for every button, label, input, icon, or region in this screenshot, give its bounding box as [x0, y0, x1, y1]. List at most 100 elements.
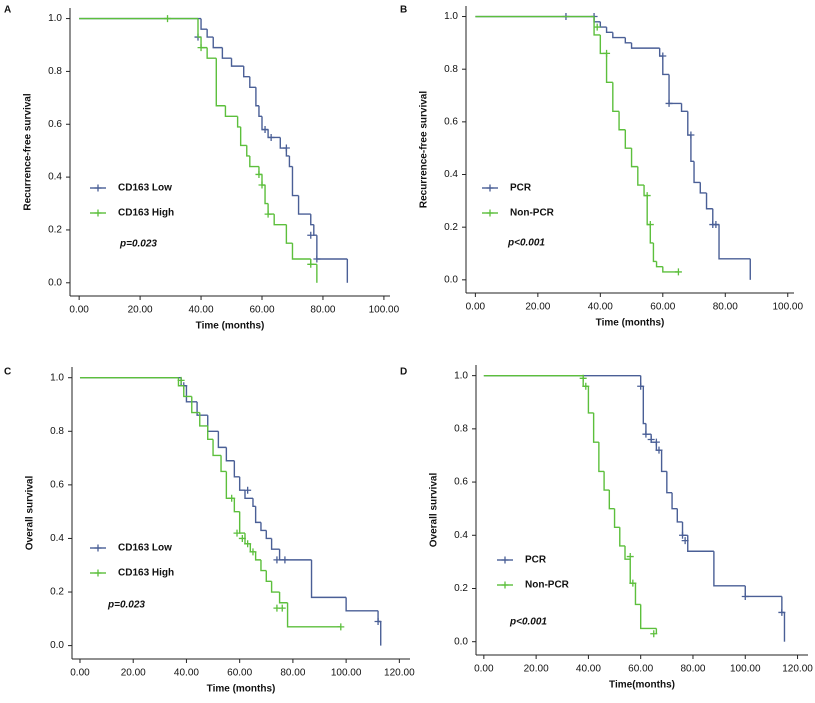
survival-step	[690, 135, 695, 163]
censor-mark	[741, 592, 749, 600]
censor-mark	[307, 231, 315, 239]
censor-mark	[642, 430, 650, 438]
censor-mark	[267, 133, 275, 141]
survival-step	[687, 535, 714, 552]
survival-step	[260, 559, 267, 572]
censor-mark	[244, 486, 252, 494]
legend-marker	[94, 569, 102, 577]
survival-step	[273, 214, 287, 226]
survival-step	[279, 137, 287, 149]
survival-step	[238, 476, 245, 491]
censor-mark	[778, 608, 786, 616]
y-axis-title: Recurrence-free survival	[419, 91, 430, 209]
y-tick-label: 0.6	[454, 477, 468, 488]
survival-step	[265, 570, 272, 583]
censor-mark	[593, 23, 601, 31]
censor-mark	[582, 382, 590, 390]
survival-step	[255, 87, 259, 107]
panel-label: A	[4, 5, 11, 16]
p-value: p=0.023	[119, 239, 157, 250]
panel-label: D	[400, 367, 407, 378]
survival-step	[291, 166, 299, 197]
survival-step	[637, 166, 645, 186]
survival-step	[286, 602, 341, 628]
censor-mark	[665, 99, 673, 107]
survival-step	[699, 182, 707, 194]
censor-mark	[337, 623, 345, 631]
survival-step	[639, 604, 657, 630]
survival-step	[603, 471, 610, 491]
p-value: p=0.023	[107, 600, 145, 611]
x-axis-title: Time (months)	[196, 321, 265, 332]
y-tick-label: 0.4	[48, 172, 62, 183]
legend-label: CD163 Low	[118, 183, 172, 194]
survival-step	[225, 447, 235, 462]
censor-mark	[264, 210, 272, 218]
censor-mark	[233, 529, 241, 537]
x-tick-label: 60.00	[227, 668, 252, 679]
survival-step	[212, 439, 222, 457]
survival-step	[249, 76, 256, 88]
survival-step	[629, 559, 636, 584]
survival-step	[270, 538, 280, 550]
survival-step	[197, 18, 202, 38]
y-tick-label: 1.0	[48, 13, 62, 24]
survival-step	[220, 455, 227, 473]
y-axis-title: Recurrence-free survival	[23, 93, 34, 211]
survival-step	[199, 412, 208, 427]
survival-step	[246, 145, 250, 157]
censor-mark	[244, 540, 252, 548]
survival-step	[310, 559, 347, 599]
p-value: p<0.001	[507, 238, 545, 249]
y-tick-label: 0.8	[48, 66, 62, 77]
censor-mark	[681, 537, 689, 545]
legend-label: PCR	[510, 183, 532, 194]
censor-mark	[258, 181, 266, 189]
censor-mark	[646, 221, 654, 229]
legend-marker	[94, 209, 102, 217]
survival-step	[630, 42, 660, 49]
survival-step	[655, 261, 663, 268]
x-tick-label: 80.00	[680, 664, 705, 675]
censor-mark	[712, 221, 720, 229]
survival-step	[238, 511, 245, 534]
survival-step	[624, 129, 632, 149]
x-tick-label: 100.00	[369, 305, 400, 316]
survival-step	[207, 425, 214, 441]
y-tick-label: 0.8	[50, 426, 64, 437]
y-tick-label: 1.0	[444, 11, 458, 22]
survival-step	[593, 16, 601, 23]
survival-step	[671, 492, 678, 510]
legend-marker	[501, 581, 509, 589]
censor-mark	[255, 170, 263, 178]
survival-step	[608, 490, 615, 510]
x-tick-label: 40.00	[174, 668, 199, 679]
survival-step	[191, 396, 200, 414]
survival-step	[217, 431, 227, 449]
x-tick-label: 120.00	[384, 668, 415, 679]
censor-mark	[647, 435, 655, 443]
survival-step	[662, 266, 679, 273]
legend-marker	[501, 556, 509, 564]
censor-mark	[603, 49, 611, 57]
panel-label: C	[4, 367, 11, 378]
survival-step	[206, 29, 214, 38]
survival-step	[605, 27, 613, 34]
survival-step	[221, 47, 232, 59]
survival-step	[316, 235, 348, 260]
y-tick-label: 0.4	[454, 530, 468, 541]
survival-step	[592, 412, 599, 443]
survival-step	[599, 34, 607, 55]
survival-step	[718, 224, 751, 260]
survival-step	[705, 192, 713, 210]
legend-label: CD163 Low	[118, 543, 172, 554]
x-tick-label: 40.00	[576, 664, 601, 675]
survival-step	[619, 527, 626, 547]
survival-step	[252, 498, 256, 508]
survival-step	[713, 551, 746, 587]
y-tick-label: 0.4	[50, 533, 64, 544]
survival-step	[288, 155, 293, 168]
survival-step	[345, 597, 379, 612]
censor-mark	[273, 556, 281, 564]
x-axis-title: Time (months)	[596, 318, 665, 329]
